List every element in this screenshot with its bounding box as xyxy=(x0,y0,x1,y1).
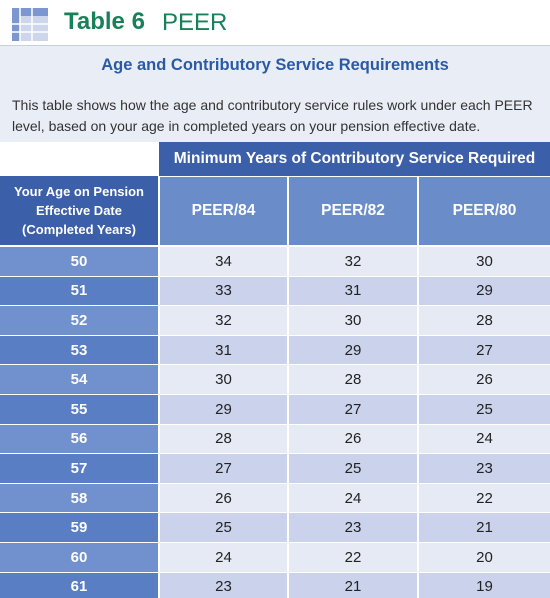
table-icon xyxy=(12,8,48,41)
age-cell: 59 xyxy=(0,513,158,542)
value-cell: 30 xyxy=(419,247,550,276)
value-cell: 25 xyxy=(289,454,417,483)
value-cell: 20 xyxy=(419,543,550,572)
value-cell: 30 xyxy=(160,365,287,394)
value-cell: 24 xyxy=(419,424,550,454)
age-cell: 53 xyxy=(0,335,158,365)
value-cell: 22 xyxy=(289,543,417,572)
value-cell: 28 xyxy=(419,306,550,335)
value-cell: 24 xyxy=(160,543,287,572)
value-cell: 31 xyxy=(289,276,417,306)
value-cell: 32 xyxy=(289,247,417,276)
value-cell: 19 xyxy=(419,572,550,598)
value-cell: 22 xyxy=(419,483,550,513)
value-cell: 34 xyxy=(160,247,287,276)
value-cell: 25 xyxy=(160,513,287,542)
value-cell: 23 xyxy=(160,572,287,598)
table-title: Table 6 xyxy=(64,8,145,35)
row-header-title: Your Age on Pension Effective Date (Comp… xyxy=(0,176,158,245)
description: This table shows how the age and contrib… xyxy=(12,97,533,134)
value-cell: 28 xyxy=(289,365,417,394)
value-cell: 26 xyxy=(289,424,417,454)
age-cell: 61 xyxy=(0,572,158,598)
column-header: PEER/80 xyxy=(419,177,550,245)
table-subtitle: PEER xyxy=(162,9,228,36)
value-cell: 27 xyxy=(160,454,287,483)
age-cell: 56 xyxy=(0,424,158,454)
value-cell: 29 xyxy=(160,395,287,424)
age-cell: 52 xyxy=(0,306,158,335)
value-cell: 27 xyxy=(419,335,550,365)
value-cell: 33 xyxy=(160,276,287,306)
group-header: Minimum Years of Contributory Service Re… xyxy=(159,142,550,176)
value-cell: 31 xyxy=(160,335,287,365)
value-cell: 28 xyxy=(160,424,287,454)
value-cell: 25 xyxy=(419,395,550,424)
value-cell: 23 xyxy=(419,454,550,483)
value-cell: 21 xyxy=(419,513,550,542)
divider xyxy=(0,45,550,46)
value-cell: 29 xyxy=(289,335,417,365)
age-cell: 60 xyxy=(0,543,158,572)
intro-band xyxy=(0,46,550,142)
value-cell: 26 xyxy=(419,365,550,394)
value-cell: 24 xyxy=(289,483,417,513)
age-cell: 51 xyxy=(0,276,158,306)
age-cell: 57 xyxy=(0,454,158,483)
value-cell: 26 xyxy=(160,483,287,513)
age-cell: 54 xyxy=(0,365,158,394)
age-cell: 58 xyxy=(0,483,158,513)
age-cell: 50 xyxy=(0,247,158,276)
section-title: Age and Contributory Service Requirement… xyxy=(101,56,449,74)
value-cell: 21 xyxy=(289,572,417,598)
value-cell: 27 xyxy=(289,395,417,424)
column-header: PEER/82 xyxy=(289,177,417,245)
value-cell: 23 xyxy=(289,513,417,542)
value-cell: 32 xyxy=(160,306,287,335)
column-header: PEER/84 xyxy=(160,177,287,245)
value-cell: 30 xyxy=(289,306,417,335)
value-cell: 29 xyxy=(419,276,550,306)
age-cell: 55 xyxy=(0,395,158,424)
